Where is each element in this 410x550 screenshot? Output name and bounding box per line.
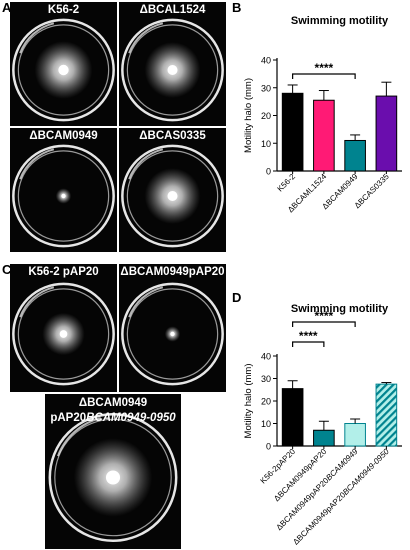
- y-tick-label: 10: [261, 419, 271, 429]
- dish-glare: [19, 286, 55, 318]
- inoculation-point: [167, 190, 178, 202]
- dish-rim-outer: [48, 413, 178, 542]
- panel-letter-d: D: [232, 290, 242, 305]
- y-tick-label: 40: [261, 56, 271, 66]
- inoculation-point: [61, 193, 66, 199]
- plate-label: ΔBCAM0949pAP20: [120, 266, 225, 278]
- dish-rim-outer: [121, 144, 224, 248]
- dish-rim-outer: [12, 144, 115, 248]
- petri-dish-image: [45, 394, 181, 549]
- x-tick-label-part: ΔBCAM0949pAP20: [291, 490, 347, 546]
- y-tick-label: 0: [266, 442, 271, 452]
- dish-rim-inner: [126, 288, 219, 380]
- plate-bcam0949-pap20: ΔBCAM0949pAP20: [119, 264, 226, 392]
- petri-dish-image: [10, 264, 117, 392]
- dish-rim-inner: [17, 24, 110, 116]
- y-tick-label: 0: [266, 167, 271, 177]
- dish-glare: [19, 22, 55, 54]
- chart-swimming-motility-b: Swimming motility Motility halo (mm) 0 10 20…: [243, 15, 402, 214]
- chart-swimming-motility-d: Swimming motility Motility halo (mm) 0 10 20…: [243, 303, 402, 547]
- significance-label: ****: [299, 329, 318, 343]
- panel-letter-b: B: [232, 0, 242, 15]
- y-tick-label: 20: [261, 111, 271, 121]
- bar: [281, 388, 304, 447]
- plate-label: K56-2 pAP20: [28, 266, 99, 278]
- chart-title: Swimming motility: [291, 303, 389, 315]
- significance-label: ****: [315, 309, 334, 323]
- bar: [375, 95, 398, 172]
- plate-bcam0949-complemented: ΔBCAM0949 pAP20BCAM0949-0950: [45, 394, 181, 549]
- inoculation-point: [105, 470, 121, 485]
- petri-dish-image: [119, 2, 226, 126]
- dish-glare: [128, 286, 164, 318]
- bar: [344, 139, 366, 172]
- inoculation-point: [170, 331, 175, 337]
- dish-glare: [128, 148, 164, 180]
- bar: [313, 99, 335, 172]
- dish-rim-outer: [12, 18, 115, 122]
- dish-glare: [19, 148, 55, 180]
- plate-label: K56-2: [47, 4, 80, 16]
- plate-label: ΔBCAM0949: [29, 130, 98, 142]
- plate-label: ΔBCAL1524: [139, 4, 206, 16]
- dish-glare: [56, 417, 101, 457]
- y-tick-label: 10: [261, 139, 271, 149]
- y-axis-label: Motility halo (mm): [243, 364, 254, 439]
- dish-rim-inner: [17, 288, 110, 380]
- inoculation-point: [58, 64, 69, 76]
- dish-rim-inner: [17, 150, 110, 242]
- petri-dish-image: [119, 128, 226, 252]
- petri-dish-image: [119, 264, 226, 392]
- plate-k56-2-pap20: K56-2 pAP20: [10, 264, 117, 392]
- plate-bcam0949: ΔBCAM0949: [10, 128, 117, 252]
- plate-label-line2: pAP20BCAM0949-0950: [45, 412, 181, 424]
- bar: [344, 423, 366, 447]
- y-tick-label: 30: [261, 83, 271, 93]
- inoculation-point: [59, 330, 68, 338]
- y-tick-label: 30: [261, 374, 271, 384]
- plate-bcal1524: ΔBCAL1524: [119, 2, 226, 126]
- petri-dish-image: [10, 128, 117, 252]
- dish-rim-inner: [54, 418, 172, 537]
- significance-bracket: [292, 73, 356, 79]
- dish-rim-inner: [126, 24, 219, 116]
- x-tick-label-part: ΔBCAM0949pAP20: [275, 476, 331, 532]
- petri-dish-image: [10, 2, 117, 126]
- bar: [313, 429, 335, 447]
- x-tick-label: ΔBCAM0949pAP20: [272, 447, 328, 503]
- panel-letter-c: C: [2, 262, 12, 277]
- significance-bracket: [292, 321, 356, 327]
- dish-glare: [128, 22, 164, 54]
- plate-label-line1: ΔBCAM0949: [78, 397, 148, 409]
- plate-label-prefix: pAP20: [50, 412, 87, 424]
- y-tick-label: 40: [261, 352, 271, 362]
- significance-label: ****: [315, 61, 334, 75]
- plate-bcas0335: ΔBCAS0335: [119, 128, 226, 252]
- y-tick-label: 20: [261, 397, 271, 407]
- dish-rim-outer: [12, 282, 115, 386]
- plate-label: ΔBCAS0335: [139, 130, 206, 142]
- dish-rim-outer: [121, 18, 224, 122]
- dish-rim-inner: [126, 150, 219, 242]
- x-tick-label: K56-2: [276, 172, 298, 194]
- bar: [281, 92, 304, 172]
- inoculation-point: [167, 64, 178, 76]
- y-axis-label: Motility halo (mm): [243, 78, 254, 153]
- dish-rim-outer: [121, 282, 224, 386]
- panel-letter-a: A: [2, 0, 12, 15]
- significance-bracket: [292, 341, 325, 347]
- chart-title: Swimming motility: [291, 15, 389, 27]
- bar: [375, 383, 398, 447]
- plate-label-italic: BCAM0949-0950: [86, 412, 176, 424]
- plate-k56-2: K56-2: [10, 2, 117, 126]
